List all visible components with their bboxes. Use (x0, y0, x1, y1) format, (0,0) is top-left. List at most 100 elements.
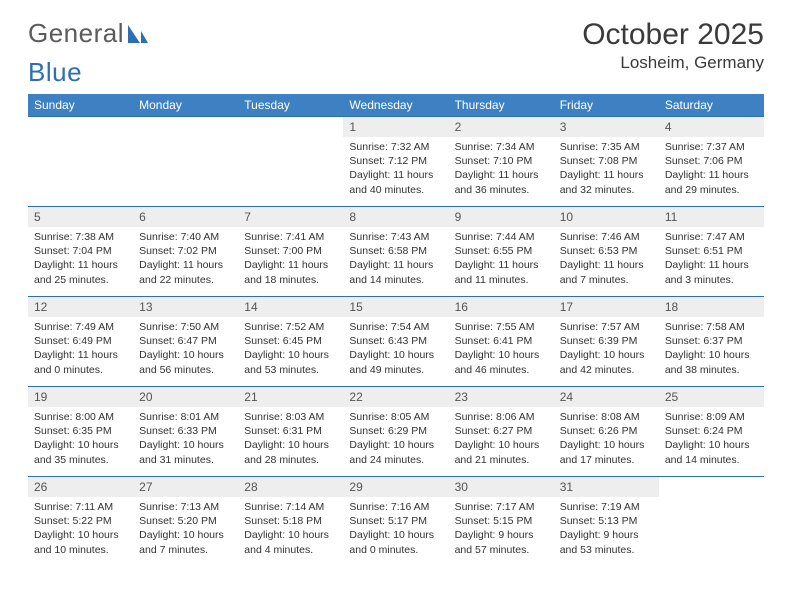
day-info: Sunrise: 7:34 AMSunset: 7:10 PMDaylight:… (449, 137, 554, 201)
calendar-day-cell: 12Sunrise: 7:49 AMSunset: 6:49 PMDayligh… (28, 297, 133, 387)
day-info: Sunrise: 7:14 AMSunset: 5:18 PMDaylight:… (238, 497, 343, 561)
day-number: 18 (659, 297, 764, 317)
day-number: 5 (28, 207, 133, 227)
weekday-header: Tuesday (238, 94, 343, 117)
weekday-header: Friday (554, 94, 659, 117)
day-info: Sunrise: 7:11 AMSunset: 5:22 PMDaylight:… (28, 497, 133, 561)
calendar-day-cell: 3Sunrise: 7:35 AMSunset: 7:08 PMDaylight… (554, 117, 659, 207)
calendar-day-cell: 19Sunrise: 8:00 AMSunset: 6:35 PMDayligh… (28, 387, 133, 477)
day-info: Sunrise: 8:03 AMSunset: 6:31 PMDaylight:… (238, 407, 343, 471)
day-number: 3 (554, 117, 659, 137)
day-info: Sunrise: 8:01 AMSunset: 6:33 PMDaylight:… (133, 407, 238, 471)
calendar-day-cell: 5Sunrise: 7:38 AMSunset: 7:04 PMDaylight… (28, 207, 133, 297)
calendar-day-cell: 7Sunrise: 7:41 AMSunset: 7:00 PMDaylight… (238, 207, 343, 297)
calendar-page: General October 2025 Losheim, Germany Bl… (0, 0, 792, 577)
calendar-day-cell: 29Sunrise: 7:16 AMSunset: 5:17 PMDayligh… (343, 477, 448, 567)
day-number: 13 (133, 297, 238, 317)
calendar-day-cell: 6Sunrise: 7:40 AMSunset: 7:02 PMDaylight… (133, 207, 238, 297)
month-title: October 2025 (582, 18, 764, 51)
calendar-day-cell: 1Sunrise: 7:32 AMSunset: 7:12 PMDaylight… (343, 117, 448, 207)
day-number: 30 (449, 477, 554, 497)
day-info: Sunrise: 7:49 AMSunset: 6:49 PMDaylight:… (28, 317, 133, 381)
day-info: Sunrise: 7:17 AMSunset: 5:15 PMDaylight:… (449, 497, 554, 561)
day-info: Sunrise: 8:05 AMSunset: 6:29 PMDaylight:… (343, 407, 448, 471)
day-info: Sunrise: 7:13 AMSunset: 5:20 PMDaylight:… (133, 497, 238, 561)
calendar-day-cell: 16Sunrise: 7:55 AMSunset: 6:41 PMDayligh… (449, 297, 554, 387)
calendar-day-cell: 17Sunrise: 7:57 AMSunset: 6:39 PMDayligh… (554, 297, 659, 387)
day-number: 9 (449, 207, 554, 227)
calendar-day-cell: 27Sunrise: 7:13 AMSunset: 5:20 PMDayligh… (133, 477, 238, 567)
day-info: Sunrise: 8:06 AMSunset: 6:27 PMDaylight:… (449, 407, 554, 471)
day-number: 21 (238, 387, 343, 407)
day-info: Sunrise: 7:16 AMSunset: 5:17 PMDaylight:… (343, 497, 448, 561)
day-number: 22 (343, 387, 448, 407)
day-info: Sunrise: 7:19 AMSunset: 5:13 PMDaylight:… (554, 497, 659, 561)
day-info: Sunrise: 7:41 AMSunset: 7:00 PMDaylight:… (238, 227, 343, 291)
day-number: 10 (554, 207, 659, 227)
weekday-header: Monday (133, 94, 238, 117)
day-info: Sunrise: 8:08 AMSunset: 6:26 PMDaylight:… (554, 407, 659, 471)
calendar-body: 1Sunrise: 7:32 AMSunset: 7:12 PMDaylight… (28, 117, 764, 567)
weekday-header: Saturday (659, 94, 764, 117)
title-block: October 2025 Losheim, Germany (582, 18, 764, 73)
day-number: 27 (133, 477, 238, 497)
day-info: Sunrise: 7:32 AMSunset: 7:12 PMDaylight:… (343, 137, 448, 201)
calendar-day-cell: 9Sunrise: 7:44 AMSunset: 6:55 PMDaylight… (449, 207, 554, 297)
day-number: 25 (659, 387, 764, 407)
day-info: Sunrise: 7:44 AMSunset: 6:55 PMDaylight:… (449, 227, 554, 291)
weekday-header: Thursday (449, 94, 554, 117)
day-number: 23 (449, 387, 554, 407)
weekday-header: Wednesday (343, 94, 448, 117)
calendar-empty-cell (659, 477, 764, 567)
day-number: 15 (343, 297, 448, 317)
day-info: Sunrise: 7:38 AMSunset: 7:04 PMDaylight:… (28, 227, 133, 291)
day-info: Sunrise: 7:46 AMSunset: 6:53 PMDaylight:… (554, 227, 659, 291)
calendar-day-cell: 28Sunrise: 7:14 AMSunset: 5:18 PMDayligh… (238, 477, 343, 567)
calendar-day-cell: 10Sunrise: 7:46 AMSunset: 6:53 PMDayligh… (554, 207, 659, 297)
day-number: 16 (449, 297, 554, 317)
day-number: 14 (238, 297, 343, 317)
calendar-day-cell: 24Sunrise: 8:08 AMSunset: 6:26 PMDayligh… (554, 387, 659, 477)
calendar-day-cell: 2Sunrise: 7:34 AMSunset: 7:10 PMDaylight… (449, 117, 554, 207)
day-info: Sunrise: 8:09 AMSunset: 6:24 PMDaylight:… (659, 407, 764, 471)
day-info: Sunrise: 7:55 AMSunset: 6:41 PMDaylight:… (449, 317, 554, 381)
day-number: 17 (554, 297, 659, 317)
calendar-empty-cell (28, 117, 133, 207)
day-number: 1 (343, 117, 448, 137)
calendar-day-cell: 23Sunrise: 8:06 AMSunset: 6:27 PMDayligh… (449, 387, 554, 477)
day-info: Sunrise: 7:40 AMSunset: 7:02 PMDaylight:… (133, 227, 238, 291)
calendar-week-row: 19Sunrise: 8:00 AMSunset: 6:35 PMDayligh… (28, 387, 764, 477)
calendar-day-cell: 8Sunrise: 7:43 AMSunset: 6:58 PMDaylight… (343, 207, 448, 297)
calendar-day-cell: 14Sunrise: 7:52 AMSunset: 6:45 PMDayligh… (238, 297, 343, 387)
calendar-day-cell: 4Sunrise: 7:37 AMSunset: 7:06 PMDaylight… (659, 117, 764, 207)
calendar-day-cell: 21Sunrise: 8:03 AMSunset: 6:31 PMDayligh… (238, 387, 343, 477)
day-info: Sunrise: 7:57 AMSunset: 6:39 PMDaylight:… (554, 317, 659, 381)
day-info: Sunrise: 7:37 AMSunset: 7:06 PMDaylight:… (659, 137, 764, 201)
day-number: 6 (133, 207, 238, 227)
day-number: 24 (554, 387, 659, 407)
day-number: 7 (238, 207, 343, 227)
day-number: 2 (449, 117, 554, 137)
day-number: 20 (133, 387, 238, 407)
brand-part1: General (28, 18, 124, 49)
day-number: 31 (554, 477, 659, 497)
brand-logo: General (28, 18, 150, 49)
day-info: Sunrise: 7:50 AMSunset: 6:47 PMDaylight:… (133, 317, 238, 381)
day-info: Sunrise: 7:43 AMSunset: 6:58 PMDaylight:… (343, 227, 448, 291)
calendar-day-cell: 30Sunrise: 7:17 AMSunset: 5:15 PMDayligh… (449, 477, 554, 567)
weekday-header: Sunday (28, 94, 133, 117)
day-number: 26 (28, 477, 133, 497)
calendar-day-cell: 13Sunrise: 7:50 AMSunset: 6:47 PMDayligh… (133, 297, 238, 387)
calendar-day-cell: 26Sunrise: 7:11 AMSunset: 5:22 PMDayligh… (28, 477, 133, 567)
calendar-day-cell: 22Sunrise: 8:05 AMSunset: 6:29 PMDayligh… (343, 387, 448, 477)
day-number: 8 (343, 207, 448, 227)
day-info: Sunrise: 7:52 AMSunset: 6:45 PMDaylight:… (238, 317, 343, 381)
calendar-week-row: 5Sunrise: 7:38 AMSunset: 7:04 PMDaylight… (28, 207, 764, 297)
calendar-week-row: 12Sunrise: 7:49 AMSunset: 6:49 PMDayligh… (28, 297, 764, 387)
calendar-empty-cell (133, 117, 238, 207)
brand-part2: Blue (28, 57, 82, 88)
day-info: Sunrise: 7:35 AMSunset: 7:08 PMDaylight:… (554, 137, 659, 201)
calendar-week-row: 26Sunrise: 7:11 AMSunset: 5:22 PMDayligh… (28, 477, 764, 567)
calendar-day-cell: 18Sunrise: 7:58 AMSunset: 6:37 PMDayligh… (659, 297, 764, 387)
day-number: 4 (659, 117, 764, 137)
